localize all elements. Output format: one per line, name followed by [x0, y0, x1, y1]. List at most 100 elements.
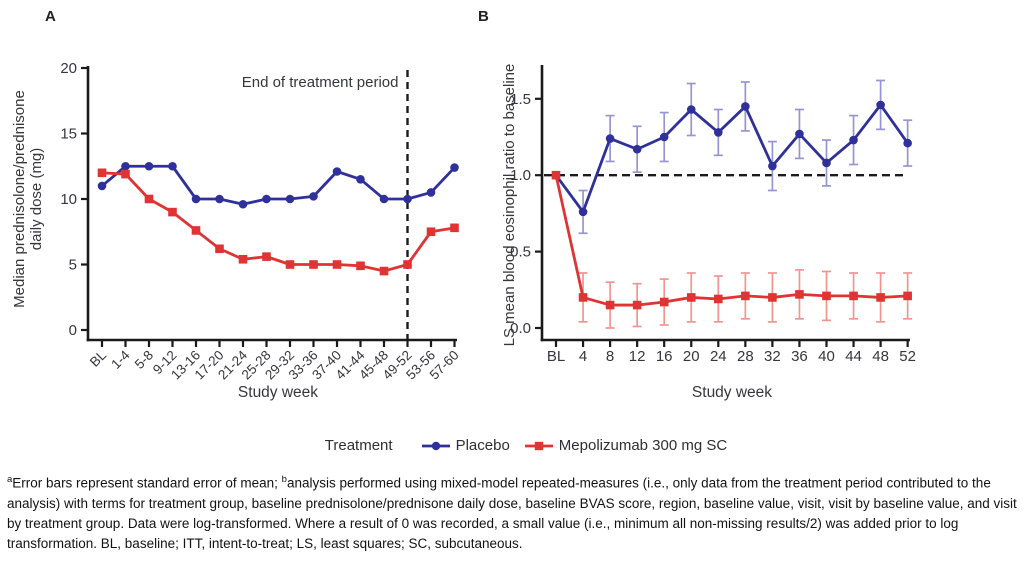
chart-eosinophil-ratio: 0.00.51.01.5BL 4 8 12 16 20 24 28 32 36 40 44 48 52LS…: [501, 64, 916, 401]
data-point: [379, 194, 389, 204]
data-point: [379, 266, 389, 276]
x-tick-label: 44: [845, 348, 862, 365]
data-point: [426, 188, 436, 197]
data-point: [191, 194, 201, 204]
data-point: [403, 194, 412, 204]
x-tick-label: BL: [547, 348, 565, 365]
legend-item-label: Placebo: [455, 437, 510, 454]
data-point: [262, 252, 271, 261]
data-point: [578, 207, 588, 217]
data-point: [659, 132, 669, 142]
data-point: [605, 134, 615, 143]
footnote-sup-b: b: [281, 474, 287, 485]
y-tick-label: 0: [69, 322, 77, 339]
legend-item-placebo: Placebo: [421, 437, 510, 454]
footnote-sup-a: a: [7, 474, 13, 485]
y-tick-label: 0.5: [510, 244, 531, 261]
data-point: [238, 199, 248, 209]
data-point: [714, 294, 723, 304]
footnote: aError bars represent standard error of …: [7, 470, 1019, 554]
data-point: [97, 168, 107, 178]
y-tick-label: 0.0: [510, 320, 531, 337]
data-point: [450, 223, 459, 233]
x-tick-label: 4: [579, 348, 587, 365]
data-point: [741, 102, 750, 111]
data-point: [632, 300, 642, 310]
data-point: [876, 293, 885, 302]
data-point: [262, 194, 271, 204]
data-point: [309, 192, 318, 201]
data-point: [768, 161, 777, 171]
data-point: [822, 158, 831, 168]
data-point: [215, 194, 224, 204]
series-line: [101, 164, 456, 206]
y-tick-label: 20: [60, 60, 77, 77]
data-point: [285, 194, 295, 204]
legend-marker: [431, 441, 440, 450]
data-point: [632, 144, 642, 154]
end-of-treatment-label: End of treatment period: [242, 74, 399, 91]
data-point: [332, 167, 342, 176]
data-point: [97, 181, 107, 191]
data-point: [285, 260, 295, 269]
data-point: [144, 194, 154, 204]
data-point: [686, 293, 696, 302]
data-point: [849, 135, 858, 145]
data-point: [903, 138, 912, 148]
x-tick-label: BL: [87, 347, 110, 370]
data-point: [795, 129, 804, 139]
y-axis-title: daily dose (mg): [28, 148, 45, 251]
x-tick-label: 28: [737, 348, 754, 365]
data-point: [903, 291, 912, 301]
mepolizumab-marker-icon: [524, 441, 553, 450]
x-tick-label: 40: [818, 348, 835, 365]
data-point: [659, 297, 669, 307]
x-tick-label: 48: [872, 348, 889, 365]
y-tick-label: 10: [60, 191, 77, 208]
data-point: [356, 175, 365, 184]
x-tick-label: 36: [791, 348, 808, 365]
series-line: [101, 171, 455, 273]
footnote-text-2: analysis performed using mixed-model rep…: [7, 475, 1017, 551]
y-tick-label: 1.5: [510, 91, 531, 108]
x-tick-label: 8: [606, 348, 614, 365]
data-point: [849, 291, 858, 301]
data-point: [450, 163, 459, 172]
data-point: [168, 207, 177, 217]
series-line: [554, 174, 908, 307]
data-point: [876, 100, 885, 110]
x-tick-label: 1-4: [108, 347, 133, 372]
y-axis-title: Median prednisolone/prednisone: [11, 90, 28, 308]
data-point: [332, 260, 342, 269]
data-point: [605, 300, 615, 310]
y-tick-label: 5: [69, 257, 77, 274]
footnote-text-1: Error bars represent standard error of m…: [12, 475, 282, 491]
x-tick-label: 24: [710, 348, 727, 365]
legend-item-label: Mepolizumab 300 mg SC: [558, 437, 728, 454]
legend-marker: [534, 441, 543, 450]
data-point: [168, 161, 177, 171]
y-axis-title: LS mean blood eosinophil ratio to baseli…: [501, 64, 518, 347]
panel-b-label: B: [478, 8, 489, 25]
legend-title: Treatment: [324, 437, 393, 454]
legend: Treatment Placebo Mepolizumab 300 mg SC: [14, 437, 1024, 454]
data-point: [144, 161, 154, 171]
data-point: [191, 226, 201, 235]
x-tick-label: 20: [683, 348, 700, 365]
data-point: [403, 260, 412, 269]
x-axis-title: Study week: [238, 384, 318, 401]
panel-a-label: A: [45, 8, 56, 25]
data-point: [714, 128, 723, 137]
data-point: [309, 260, 318, 269]
data-point: [795, 290, 804, 299]
series-line: [554, 103, 909, 214]
y-tick-label: 1.0: [510, 167, 531, 184]
data-point: [121, 169, 130, 179]
placebo-marker-icon: [421, 441, 450, 450]
x-tick-label: 16: [656, 348, 673, 365]
x-tick-label: 32: [764, 348, 781, 365]
data-point: [578, 293, 588, 302]
data-point: [426, 227, 436, 237]
